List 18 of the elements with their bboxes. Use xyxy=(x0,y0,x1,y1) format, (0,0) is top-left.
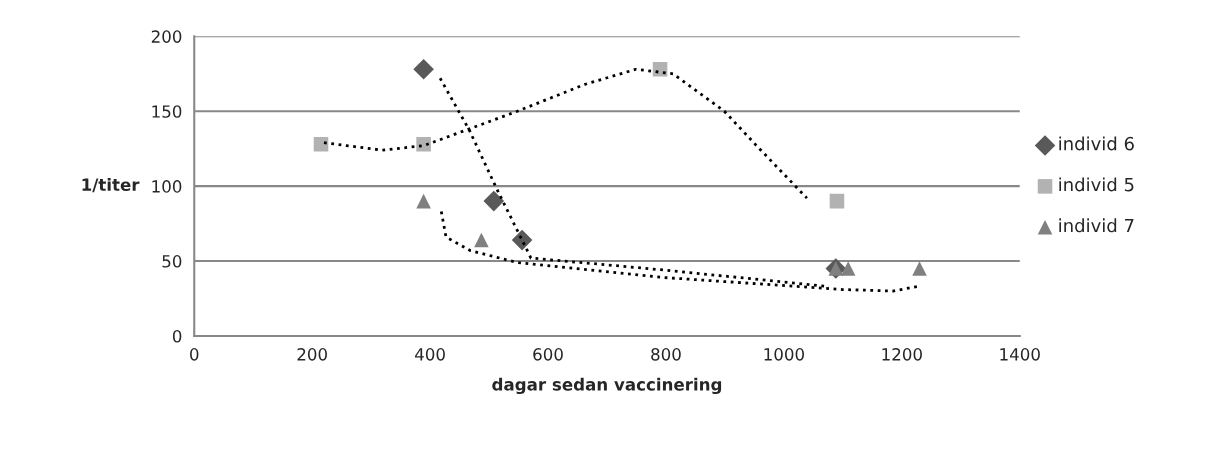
x-tick-label: 800 xyxy=(651,348,681,361)
y-axis-title: 1/titer xyxy=(82,178,140,193)
legend-label: individ 7 xyxy=(1059,218,1134,233)
y-tick-label: 0 xyxy=(172,329,182,343)
x-tick-label: 1400 xyxy=(1000,348,1040,361)
legend-label: individ 5 xyxy=(1059,177,1134,192)
x-tick-label: 200 xyxy=(297,348,327,361)
legend-label: individ 6 xyxy=(1059,136,1134,151)
y-tick-label: 150 xyxy=(152,105,182,118)
y-tick-label: 100 xyxy=(152,180,182,193)
y-tick-label: 50 xyxy=(162,255,182,268)
x-tick-label: 0 xyxy=(190,348,199,361)
x-tick-label: 400 xyxy=(415,348,445,361)
x-tick-label: 1200 xyxy=(882,348,922,361)
x-tick-label: 600 xyxy=(533,348,563,361)
x-tick-label: 1000 xyxy=(764,348,804,361)
x-axis-title: dagar sedan vaccinering xyxy=(492,377,722,395)
y-tick-label: 200 xyxy=(151,30,182,43)
